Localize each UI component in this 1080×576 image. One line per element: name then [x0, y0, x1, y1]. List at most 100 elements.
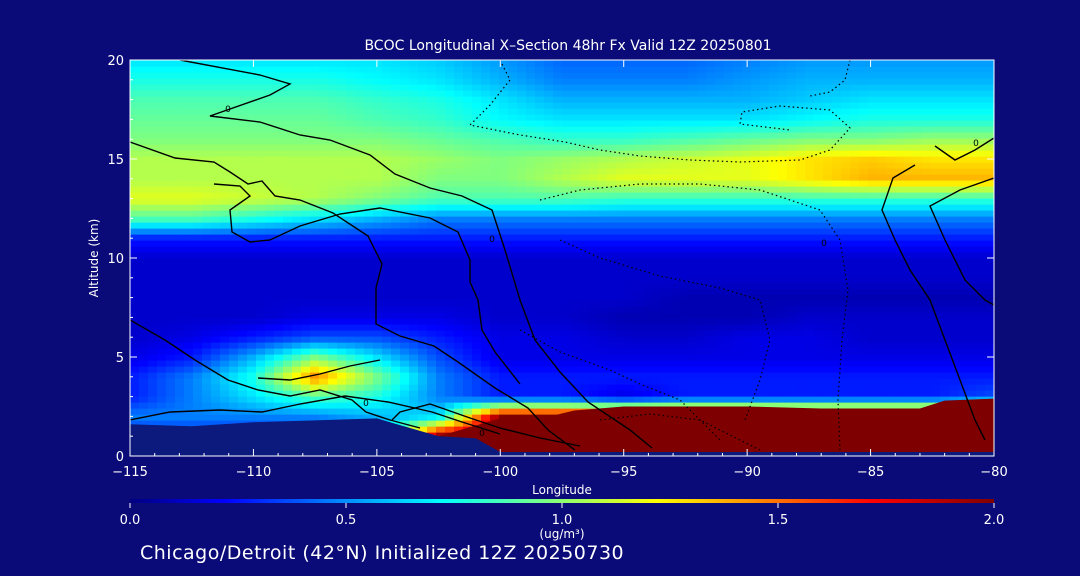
field-cell — [283, 408, 293, 415]
field-cell — [625, 240, 635, 247]
field-cell — [364, 210, 374, 217]
field-cell — [805, 324, 815, 331]
field-cell — [166, 402, 176, 409]
field-cell — [454, 300, 464, 307]
field-cell — [517, 240, 527, 247]
field-cell — [580, 162, 590, 169]
field-cell — [472, 360, 482, 367]
field-cell — [526, 366, 536, 373]
field-cell — [139, 216, 149, 223]
field-cell — [418, 426, 428, 433]
field-cell — [400, 198, 410, 205]
field-cell — [202, 336, 212, 343]
field-cell — [688, 174, 698, 181]
field-cell — [238, 222, 248, 229]
field-cell — [346, 294, 356, 301]
field-cell — [445, 180, 455, 187]
field-cell — [319, 234, 329, 241]
field-cell — [616, 318, 626, 325]
field-cell — [319, 150, 329, 157]
field-cell — [337, 378, 347, 385]
field-cell — [733, 258, 743, 265]
field-cell — [400, 252, 410, 259]
field-cell — [580, 210, 590, 217]
field-cell — [517, 336, 527, 343]
field-cell — [166, 354, 176, 361]
field-cell — [490, 276, 500, 283]
field-cell — [580, 282, 590, 289]
field-cell — [841, 210, 851, 217]
field-cell — [499, 234, 509, 241]
field-cell — [661, 264, 671, 271]
field-cell — [373, 390, 383, 397]
field-cell — [643, 282, 653, 289]
field-cell — [445, 378, 455, 385]
field-cell — [202, 264, 212, 271]
field-cell — [238, 168, 248, 175]
field-cell — [175, 150, 185, 157]
field-cell — [490, 252, 500, 259]
field-cell — [670, 300, 680, 307]
field-cell — [967, 198, 977, 205]
field-cell — [481, 414, 491, 421]
field-cell — [688, 150, 698, 157]
field-cell — [769, 312, 779, 319]
field-cell — [490, 198, 500, 205]
field-cell — [958, 396, 968, 403]
field-cell — [490, 234, 500, 241]
field-cell — [931, 354, 941, 361]
field-cell — [382, 228, 392, 235]
field-cell — [355, 216, 365, 223]
field-cell — [985, 330, 994, 337]
field-cell — [697, 204, 707, 211]
field-cell — [931, 306, 941, 313]
field-cell — [634, 330, 644, 337]
field-cell — [202, 228, 212, 235]
field-cell — [238, 156, 248, 163]
field-cell — [139, 420, 149, 427]
field-cell — [742, 270, 752, 277]
field-cell — [697, 318, 707, 325]
field-cell — [382, 372, 392, 379]
field-cell — [553, 294, 563, 301]
field-cell — [130, 162, 140, 169]
field-cell — [139, 366, 149, 373]
field-cell — [886, 270, 896, 277]
field-cell — [643, 240, 653, 247]
field-cell — [625, 234, 635, 241]
field-cell — [832, 384, 842, 391]
field-cell — [931, 246, 941, 253]
field-cell — [598, 312, 608, 319]
field-cell — [463, 402, 473, 409]
field-cell — [850, 198, 860, 205]
field-cell — [472, 180, 482, 187]
field-cell — [796, 228, 806, 235]
field-cell — [661, 282, 671, 289]
field-cell — [868, 294, 878, 301]
field-cell — [778, 216, 788, 223]
field-cell — [463, 372, 473, 379]
field-cell — [292, 150, 302, 157]
field-cell — [256, 288, 266, 295]
field-cell — [715, 258, 725, 265]
field-cell — [868, 288, 878, 295]
field-cell — [625, 390, 635, 397]
field-cell — [409, 186, 419, 193]
field-cell — [337, 384, 347, 391]
field-cell — [823, 300, 833, 307]
field-cell — [247, 360, 257, 367]
field-cell — [679, 150, 689, 157]
field-cell — [130, 222, 140, 229]
field-cell — [535, 330, 545, 337]
field-cell — [904, 378, 914, 385]
field-cell — [328, 222, 338, 229]
field-cell — [382, 270, 392, 277]
field-cell — [922, 240, 932, 247]
field-cell — [625, 396, 635, 403]
field-cell — [949, 396, 959, 403]
field-cell — [364, 342, 374, 349]
field-cell — [490, 378, 500, 385]
field-cell — [364, 192, 374, 199]
field-cell — [805, 156, 815, 163]
field-cell — [301, 270, 311, 277]
